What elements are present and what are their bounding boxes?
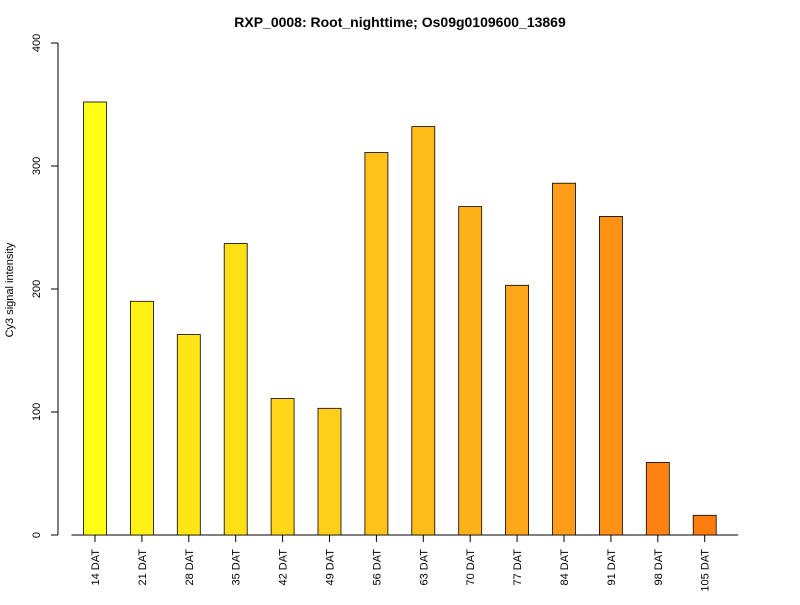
bar-70-dat	[458, 206, 483, 536]
bar-98-dat	[645, 461, 670, 536]
y-axis: 0 100 200 300 400	[31, 34, 59, 538]
x-tick-label: 28 DAT	[184, 549, 196, 586]
x-tick-label: 70 DAT	[465, 549, 477, 586]
y-axis-label: Cy3 signal intensity	[4, 242, 16, 337]
x-tick-label: 21 DAT	[137, 549, 149, 586]
x-axis	[71, 534, 739, 542]
bar-63-dat	[411, 126, 436, 536]
x-tick-labels: 14 DAT 21 DAT 28 DAT 35 DAT 42 DAT 49 DAT 56 D…	[90, 549, 712, 592]
x-tick-label: 98 DAT	[653, 549, 665, 586]
y-tick-label: 300	[31, 157, 43, 175]
y-tick-label: 0	[31, 532, 43, 538]
bar-56-dat	[364, 152, 389, 536]
x-tick-label: 42 DAT	[278, 549, 290, 586]
bar-28-dat	[176, 334, 201, 536]
bars-group	[83, 101, 717, 536]
y-tick-label: 100	[31, 403, 43, 421]
bar-105-dat	[692, 514, 717, 536]
x-tick-label: 63 DAT	[418, 549, 430, 586]
chart-title: RXP_0008: Root_nighttime; Os09g0109600_1…	[234, 14, 566, 30]
bar-84-dat	[552, 182, 576, 536]
bar-77-dat	[505, 284, 530, 536]
bar-49-dat	[317, 407, 342, 536]
bar-21-dat	[129, 300, 154, 536]
bar-35-dat	[223, 243, 248, 536]
y-tick-label: 200	[31, 280, 43, 298]
x-tick-label: 84 DAT	[559, 549, 571, 586]
x-tick-label: 56 DAT	[371, 549, 383, 586]
bar-14-dat	[83, 101, 107, 536]
bar-91-dat	[599, 215, 623, 536]
x-tick-label: 91 DAT	[606, 549, 618, 586]
x-tick-label: 105 DAT	[700, 549, 712, 592]
x-tick-label: 77 DAT	[512, 549, 524, 586]
bar-42-dat	[270, 398, 295, 536]
x-tick-label: 14 DAT	[90, 549, 102, 586]
x-tick-label: 49 DAT	[325, 549, 337, 586]
x-tick-label: 35 DAT	[231, 549, 243, 586]
y-tick-label: 400	[31, 34, 43, 52]
